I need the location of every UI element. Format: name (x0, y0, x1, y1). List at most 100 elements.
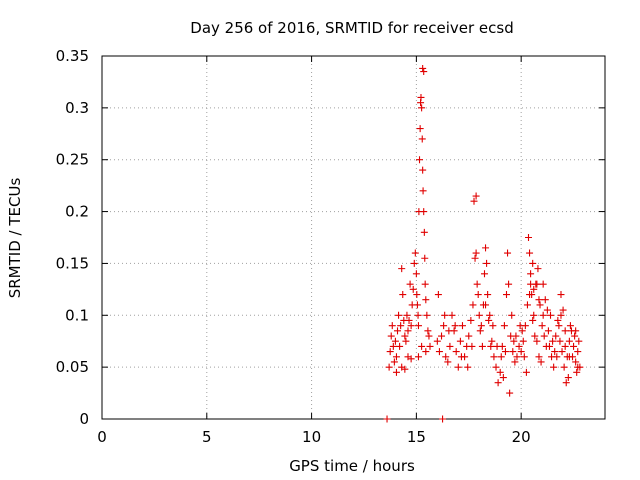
data-point (482, 244, 490, 252)
data-point (468, 342, 476, 350)
data-point (496, 368, 504, 376)
data-point (537, 358, 545, 366)
data-point (554, 316, 562, 324)
data-point (411, 249, 419, 257)
data-point (564, 374, 572, 382)
data-point (433, 337, 441, 345)
data-point (452, 348, 460, 356)
data-point (478, 342, 486, 350)
data-point (454, 363, 462, 371)
data-point (571, 332, 579, 340)
data-point (485, 316, 493, 324)
data-point (541, 296, 549, 304)
data-point (510, 337, 518, 345)
y-tick-label: 0.05 (56, 358, 89, 376)
data-point (550, 363, 558, 371)
data-point (401, 365, 409, 373)
data-point (414, 353, 422, 361)
data-point (574, 363, 582, 371)
y-tick-label: 0.15 (56, 254, 89, 272)
grid-lines (102, 56, 605, 419)
data-point (493, 342, 501, 350)
data-point (451, 322, 459, 330)
data-point (549, 337, 557, 345)
data-point (421, 280, 429, 288)
data-point (387, 332, 395, 340)
data-point (518, 327, 526, 335)
data-point (421, 254, 429, 262)
data-point (420, 68, 428, 76)
plot-frame (101, 55, 606, 420)
data-point (464, 363, 472, 371)
data-point (556, 337, 564, 345)
data-point (559, 306, 567, 314)
data-point (511, 358, 519, 366)
data-point (480, 270, 488, 278)
data-point (416, 125, 424, 133)
data-point (426, 342, 434, 350)
data-point (555, 322, 563, 330)
data-point (445, 327, 453, 335)
data-point (535, 296, 543, 304)
data-point (439, 415, 447, 423)
chart-title: Day 256 of 2016, SRMTID for receiver ecs… (190, 19, 513, 37)
data-point (558, 348, 566, 356)
data-point (419, 64, 427, 72)
data-point (533, 280, 541, 288)
data-point (471, 254, 479, 262)
data-point (417, 93, 425, 101)
data-point (420, 228, 428, 236)
data-point (529, 316, 537, 324)
data-point (534, 265, 542, 273)
data-point (392, 353, 400, 361)
data-point (407, 355, 415, 363)
data-point (396, 342, 404, 350)
data-point (560, 363, 568, 371)
data-point (519, 337, 527, 345)
data-point (570, 342, 578, 350)
data-point (489, 322, 497, 330)
data-point (456, 337, 464, 345)
data-point (475, 311, 483, 319)
data-point (509, 348, 517, 356)
data-point (523, 301, 531, 309)
data-point (515, 342, 523, 350)
data-points (383, 64, 584, 423)
data-point (540, 332, 548, 340)
data-point (422, 348, 430, 356)
data-point (470, 197, 478, 205)
data-point (504, 249, 512, 257)
data-point (418, 135, 426, 143)
data-point (435, 348, 443, 356)
data-point (395, 311, 403, 319)
data-point (561, 327, 569, 335)
data-point (404, 327, 412, 335)
data-point (520, 353, 528, 361)
data-point (434, 291, 442, 299)
data-point (548, 353, 556, 361)
data-point (389, 342, 397, 350)
data-point (492, 363, 500, 371)
data-point (448, 311, 456, 319)
data-point (551, 348, 559, 356)
data-point (526, 249, 534, 257)
data-point (402, 337, 410, 345)
y-tick-label: 0.1 (65, 306, 89, 324)
data-point (422, 296, 430, 304)
x-tick-label: 10 (302, 428, 321, 446)
data-point (565, 337, 573, 345)
data-point (497, 353, 505, 361)
data-point (536, 301, 544, 309)
data-point (484, 291, 492, 299)
data-point (394, 327, 402, 335)
data-point (413, 291, 421, 299)
data-point (572, 327, 580, 335)
data-point (539, 280, 547, 288)
data-point (522, 368, 530, 376)
data-point (508, 311, 516, 319)
data-point (405, 316, 413, 324)
data-point (425, 332, 433, 340)
data-point (530, 311, 538, 319)
data-point (562, 379, 570, 387)
